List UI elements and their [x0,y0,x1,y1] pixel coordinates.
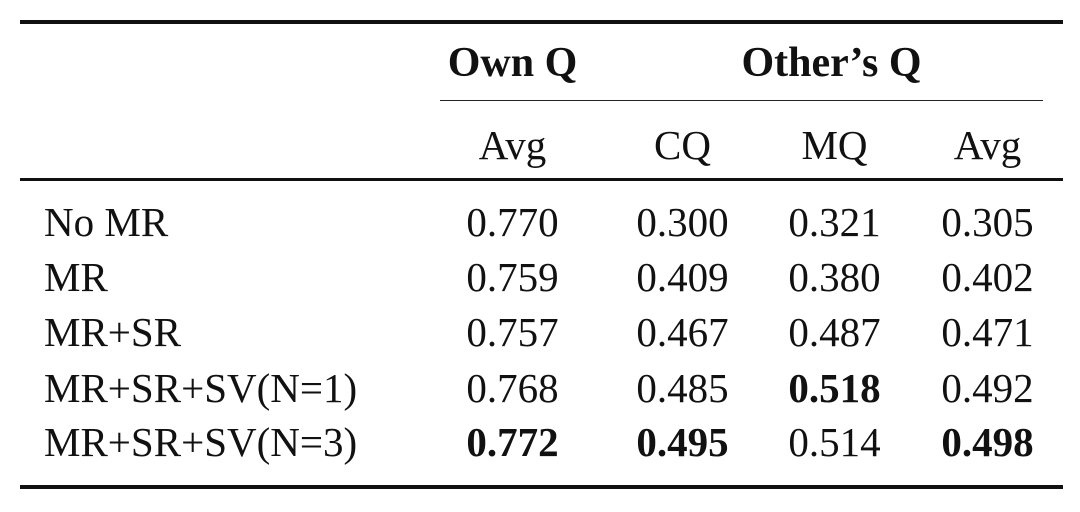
group-header-own-q: Own Q [447,40,578,86]
row-label: MR+SR+SV(N=3) [44,419,358,465]
table-cell: 0.402 [941,254,1034,300]
table-cell: 0.305 [941,199,1034,245]
top-rule [20,20,1063,24]
table-cell: 0.772 [466,419,559,465]
col-header-other-avg: Avg [953,122,1022,168]
table-cell: 0.485 [636,365,729,411]
table-cell: 0.380 [788,254,881,300]
table-cell: 0.770 [466,199,559,245]
table-cell: 0.514 [788,419,881,465]
row-label: MR+SR [44,309,182,355]
table-cell: 0.518 [788,365,881,411]
row-label: No MR [44,199,169,245]
table-cell: 0.757 [466,309,559,355]
bottom-rule [20,485,1063,489]
col-header-mq: MQ [801,122,868,168]
table-cell: 0.495 [636,419,729,465]
table-cell: 0.487 [788,309,881,355]
row-label: MR+SR+SV(N=1) [44,365,358,411]
col-header-own-avg: Avg [478,122,547,168]
table-cell: 0.492 [941,365,1034,411]
group-underline [440,100,1043,101]
table-cell: 0.321 [788,199,881,245]
group-header-others-q: Other’s Q [741,40,922,86]
table-cell: 0.498 [941,419,1034,465]
table-cell: 0.759 [466,254,559,300]
table-cell: 0.768 [466,365,559,411]
table-cell: 0.300 [636,199,729,245]
table-cell: 0.471 [941,309,1034,355]
col-header-cq: CQ [654,122,711,168]
table-cell: 0.409 [636,254,729,300]
table-cell: 0.467 [636,309,729,355]
header-rule [20,178,1063,181]
row-label: MR [44,254,108,300]
